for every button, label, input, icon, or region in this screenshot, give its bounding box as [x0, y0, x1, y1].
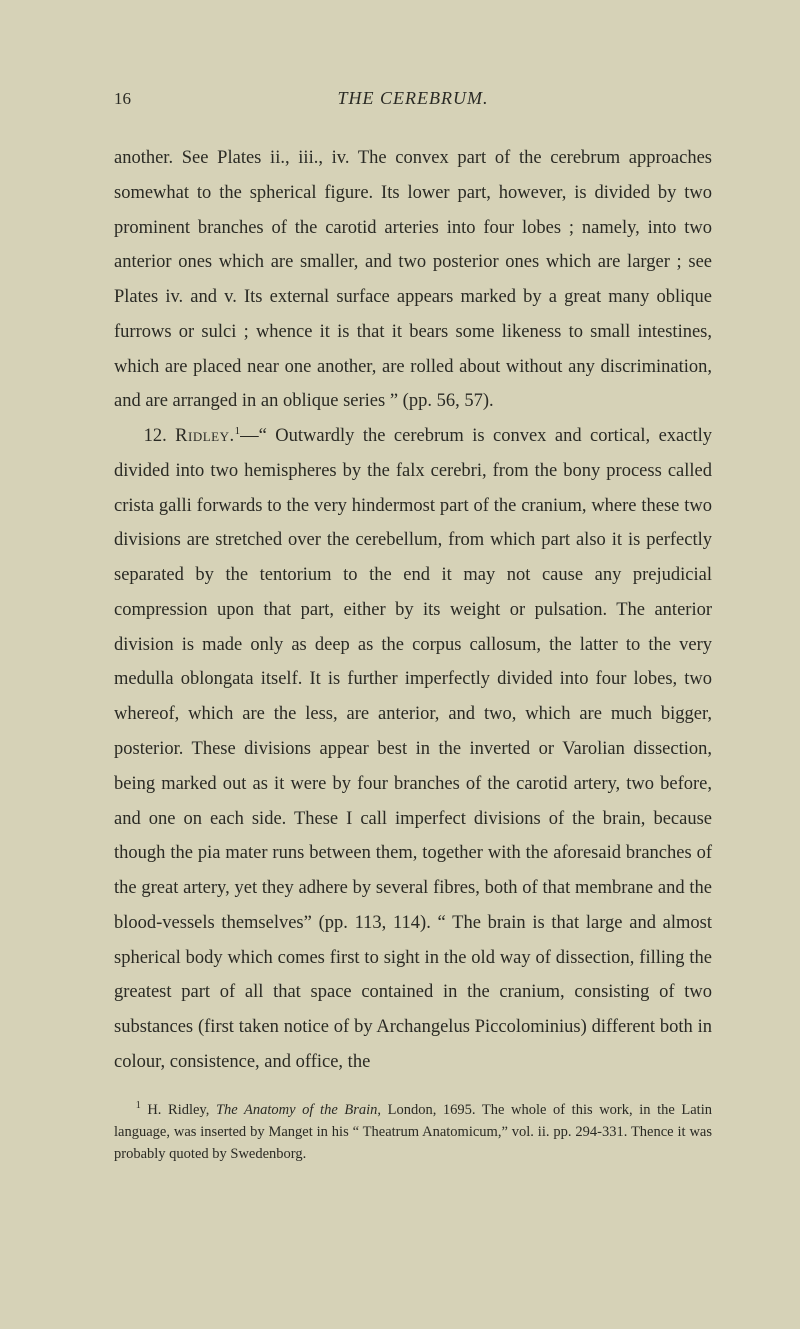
running-title: THE CEREBRUM. [114, 88, 712, 109]
author-name: Ridley. [175, 426, 234, 446]
page: 16 THE CEREBRUM. another. See Plates ii.… [0, 0, 800, 1329]
para2-text: —“ Outwardly the cerebrum is convex and … [114, 426, 712, 1072]
body-text: another. See Plates ii., iii., iv. The c… [114, 141, 712, 1080]
footnote-separator [114, 1080, 712, 1098]
footnote-t1: H. Ridley, [141, 1102, 216, 1118]
para1-text: another. See Plates ii., iii., iv. The c… [114, 148, 712, 411]
paragraph-1: another. See Plates ii., iii., iv. The c… [114, 141, 712, 419]
footnote-title: The Anatomy of the Brain [216, 1102, 377, 1118]
footnote: 1 H. Ridley, The Anatomy of the Brain, L… [114, 1098, 712, 1166]
page-header: 16 THE CEREBRUM. [114, 88, 712, 109]
para2-lead: 12. [144, 426, 176, 446]
paragraph-2: 12. Ridley.1—“ Outwardly the cerebrum is… [114, 419, 712, 1080]
